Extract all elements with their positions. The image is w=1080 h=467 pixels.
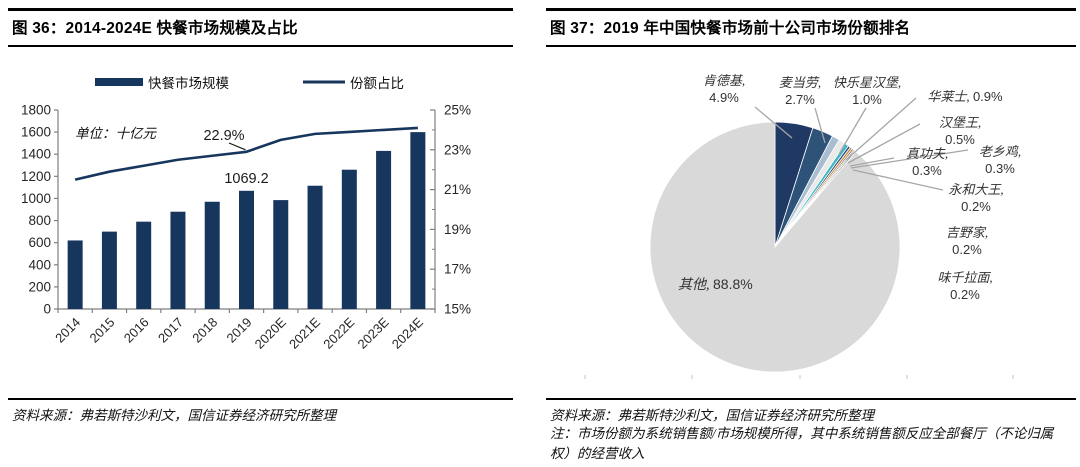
pie-slice-其他 [649, 121, 901, 373]
right-axis-label: 19% [444, 222, 471, 237]
source-rule [546, 398, 1076, 400]
source-rule [8, 398, 513, 400]
left-axis-label: 200 [28, 279, 51, 294]
x-axis-label: 2018 [189, 315, 220, 346]
x-axis-label: 2019 [224, 315, 255, 346]
right-axis-label: 17% [444, 262, 471, 277]
figure-37-panel: 图 37：2019 年中国快餐市场前十公司市场份额排名 肯德基, 4.9% 麦当劳,… [546, 8, 1076, 467]
bar-2016 [136, 221, 152, 309]
bar-2017 [170, 211, 186, 309]
pie-label-吉野家: 吉野家, 0.2% [945, 225, 989, 257]
figure-36-panel: 图 36：2014-2024E 快餐市场规模及占比 快餐市场规模 份额占比 0 200… [8, 8, 513, 463]
callout-pointer [228, 142, 246, 151]
bar-2014 [67, 240, 83, 309]
leader-line [847, 123, 921, 164]
right-axis-label: 25% [444, 103, 471, 118]
leader-line [852, 169, 944, 191]
unit-label: 单位：十亿元 [75, 126, 157, 141]
leader-line [849, 157, 895, 167]
right-axis-label: 23% [444, 142, 471, 157]
line-callout-label: 22.9% [203, 128, 244, 144]
bar-2023E [376, 150, 392, 309]
pie-chart-area: 肯德基, 4.9% 麦当劳, 2.7% 快乐星汉堡, 1.0% 华莱士, 0.9% 汉堡王, 0… [546, 48, 1076, 396]
figure-37-note: 注：市场份额为系统销售额/市场规模所得，其中系统销售额反应全部餐厅（不论归属权）… [550, 426, 1054, 462]
leader-line [850, 149, 969, 169]
left-axis-label: 0 [43, 302, 51, 317]
title-rule [8, 45, 513, 47]
bar-2015 [101, 231, 117, 309]
pie-label-其他: 其他, 88.8% [678, 276, 753, 293]
title-rule [546, 45, 1076, 47]
left-axis-label: 400 [28, 257, 51, 272]
x-axis-label: 2017 [155, 315, 186, 346]
leader-line [838, 107, 867, 155]
pie-label-永和大王: 永和大王, 0.2% [948, 182, 1004, 214]
bar-line-chart-area: 快餐市场规模 份额占比 0 200 400 600 800 1000 1200 1400 1600 1… [8, 48, 513, 396]
figure-37-title: 图 37：2019 年中国快餐市场前十公司市场份额排名 [550, 20, 911, 37]
top-rule [8, 8, 513, 11]
figure-36-title: 图 36：2014-2024E 快餐市场规模及占比 [12, 20, 298, 37]
x-axis-label: 2023E [355, 314, 392, 351]
bar-2021E [307, 185, 323, 309]
left-axis-label: 1000 [21, 191, 51, 206]
bar-value-label: 1069.2 [224, 171, 268, 187]
top-rule [546, 8, 1076, 11]
pie-label-快乐星汉堡: 快乐星汉堡, 1.0% [832, 75, 902, 107]
figure-36-source: 资料来源：弗若斯特沙利文，国信证券经济研究所整理 [12, 408, 336, 423]
pie-label-麦当劳: 麦当劳, 2.7% [778, 75, 822, 107]
right-axis-label: 15% [444, 302, 471, 317]
pie-label-汉堡王: 汉堡王, 0.5% [938, 115, 982, 147]
right-axis-label: 21% [444, 182, 471, 197]
share-line [74, 126, 418, 181]
x-axis-label: 2021E [286, 314, 323, 351]
figure-37-source: 资料来源：弗若斯特沙利文，国信证券经济研究所整理 [550, 408, 874, 423]
leader-line [845, 97, 917, 161]
bar-2024E [410, 132, 426, 309]
bar-line-chart-svg: 快餐市场规模 份额占比 0 200 400 600 800 1000 1200 1400 1600 1… [21, 75, 471, 352]
pie-chart-svg [584, 97, 1014, 379]
bar-2020E [273, 200, 289, 309]
x-axis-label: 2014 [52, 315, 83, 346]
pie-label-华莱士: 华莱士, 0.9% [927, 89, 1003, 104]
legend-line-label: 份额占比 [350, 76, 404, 91]
x-axis-label: 2016 [121, 315, 152, 346]
left-axis-label: 800 [28, 213, 51, 228]
left-axis-label: 600 [28, 235, 51, 250]
bar-2022E [341, 169, 357, 309]
pie-label-肯德基: 肯德基, 4.9% [702, 73, 746, 105]
x-axis-label: 2024E [389, 314, 426, 351]
left-axis-label: 1400 [21, 147, 51, 162]
pie-label-老乡鸡: 老乡鸡, 0.3% [978, 144, 1022, 176]
left-axis-label: 1600 [21, 125, 51, 140]
x-axis-label: 2020E [252, 314, 289, 351]
bar-2018 [204, 201, 220, 309]
legend-bar-label: 快餐市场规模 [148, 75, 229, 91]
left-axis-label: 1800 [21, 103, 51, 118]
x-axis-label: 2022E [320, 314, 357, 351]
x-axis-label: 2015 [86, 315, 117, 346]
legend-bar-swatch [95, 78, 143, 86]
leader-line [754, 106, 793, 139]
bar-2019 [239, 190, 254, 309]
pie-label-味千拉面: 味千拉面, 0.2% [937, 270, 993, 302]
left-axis-label: 1200 [21, 169, 51, 184]
leader-line [814, 107, 826, 144]
pie-label-真功夫: 真功夫, 0.3% [905, 146, 949, 178]
